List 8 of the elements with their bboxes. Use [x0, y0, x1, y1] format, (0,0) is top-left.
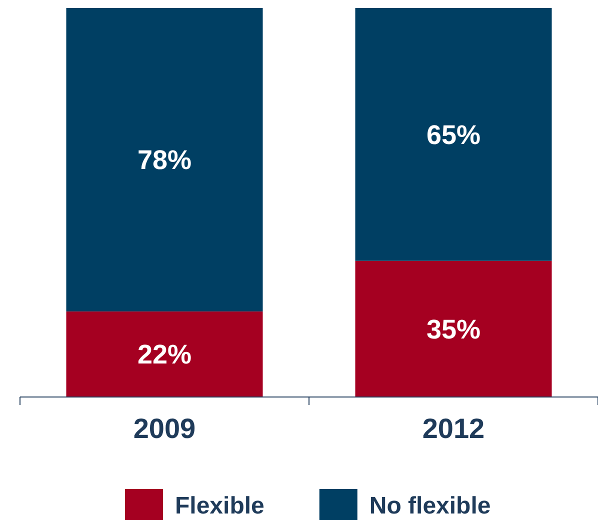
data-label: 22% — [137, 340, 192, 370]
legend-label: Flexible — [175, 492, 264, 520]
x-tick-label: 2012 — [422, 413, 485, 444]
data-label: 35% — [426, 314, 481, 344]
data-label: 78% — [137, 145, 192, 176]
legend-label: No flexible — [369, 492, 491, 520]
data-label: 65% — [426, 120, 481, 150]
x-tick-label: 2009 — [133, 413, 196, 444]
